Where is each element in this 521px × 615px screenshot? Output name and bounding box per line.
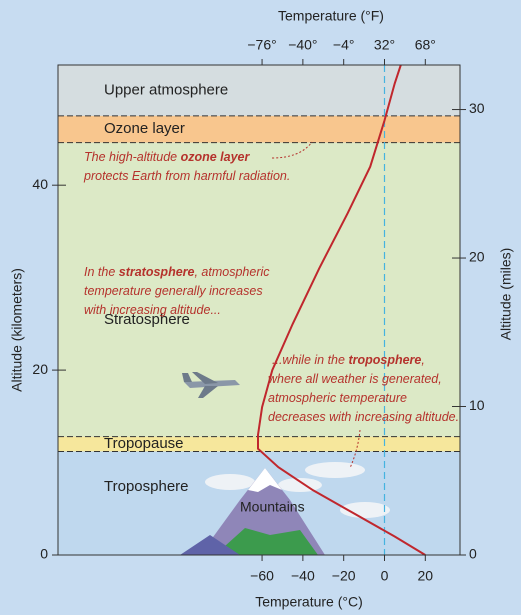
annotation-text: atmospheric temperature (268, 391, 407, 405)
annotation-text: temperature generally increases (84, 284, 263, 298)
annotation-line: decreases with increasing altitude. (268, 410, 459, 424)
illustrations (180, 372, 390, 555)
y-axis-title: Altitude (kilometers) (9, 268, 25, 392)
foreground: Upper atmosphere Ozone layer Stratosphere T… (9, 8, 514, 610)
cloud (305, 462, 365, 478)
plot-frame (57, 64, 461, 556)
annotation-text: with increasing altitude... (84, 303, 221, 317)
cloud (340, 502, 390, 518)
x2-tick-label: −40° (288, 37, 317, 53)
x-tick-label: 20 (418, 568, 434, 584)
annotation-text: In the (84, 265, 119, 279)
x-tick-label: −20 (332, 568, 356, 584)
annotation-line: ...while in the troposphere, (272, 353, 425, 367)
region-label: Stratosphere (104, 311, 190, 328)
annotation-text: protects Earth from harmful radiation. (83, 169, 290, 183)
cloud (205, 474, 255, 490)
mountain (180, 535, 240, 555)
annotation-line: with increasing altitude... (84, 303, 221, 317)
y2-tick-label: 0 (469, 546, 477, 562)
annotation-arrow (271, 141, 313, 159)
x-tick-label: −60 (250, 568, 274, 584)
region (58, 115, 460, 143)
region-label: Upper atmosphere (104, 81, 228, 98)
annotation-text: , atmospheric (194, 265, 270, 279)
y2-axis-title: Altitude (miles) (498, 248, 514, 341)
x-tick-label: 0 (381, 568, 389, 584)
mountain-forest (215, 528, 318, 555)
x-tick-label: −40 (291, 568, 315, 584)
temperature-curve (257, 64, 426, 556)
x2-tick-label: −76° (247, 37, 276, 53)
x2-axis-title: Temperature (°F) (278, 8, 384, 24)
annotation-arrow (349, 429, 361, 469)
mountains-label: Mountains (240, 499, 305, 515)
mountain-snow (248, 468, 282, 492)
airplane (182, 372, 240, 398)
annotation-text: The high-altitude (84, 150, 181, 164)
annotation-line: In the stratosphere, atmospheric (84, 265, 270, 279)
annotation-text: , (421, 353, 424, 367)
y-tick-label: 20 (32, 361, 48, 377)
annotation-emphasis: ozone layer (181, 150, 251, 164)
y-tick-label: 0 (40, 546, 48, 562)
annotation-line: atmospheric temperature (268, 391, 407, 405)
x2-tick-label: 32° (374, 37, 395, 53)
annotation-line: The high-altitude ozone layer (84, 150, 251, 164)
x2-tick-label: −4° (333, 37, 355, 53)
y2-tick-label: 10 (469, 397, 485, 413)
y2-tick-label: 20 (469, 249, 485, 265)
annotation-text: ...while in the (272, 353, 348, 367)
region-label: Ozone layer (104, 120, 185, 137)
region-label: Troposphere (104, 478, 189, 495)
region-label: Tropopause (104, 435, 184, 452)
annotation-text: decreases with increasing altitude. (268, 410, 459, 424)
annotation-line: protects Earth from harmful radiation. (83, 169, 290, 183)
annotation-line: where all weather is generated, (268, 372, 442, 386)
annotation-text: where all weather is generated, (268, 372, 442, 386)
y-tick-label: 40 (32, 176, 48, 192)
x2-tick-label: 68° (415, 37, 436, 53)
cloud (278, 478, 322, 492)
x-axis-title: Temperature (°C) (255, 594, 363, 610)
annotation-emphasis: stratosphere (119, 265, 195, 279)
region (58, 142, 460, 437)
annotation-emphasis: troposphere (348, 353, 421, 367)
annotation-line: temperature generally increases (84, 284, 263, 298)
y2-tick-label: 30 (469, 100, 485, 116)
